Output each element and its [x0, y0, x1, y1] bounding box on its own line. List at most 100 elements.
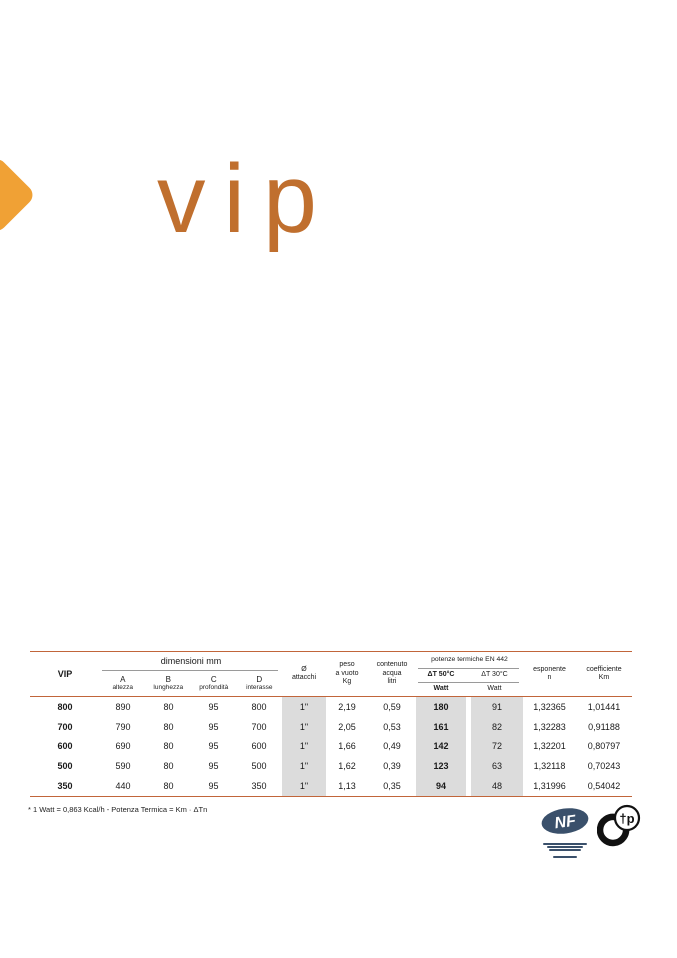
cell-interasse: 500: [251, 761, 267, 772]
col-sublabel: interasse: [246, 684, 273, 692]
header-watt50: Watt: [433, 685, 449, 693]
header-watt30: Watt: [487, 685, 502, 693]
cell-coefficiente: 0,70243: [587, 761, 621, 772]
header-contenuto: contenuto acqua litri: [368, 652, 416, 696]
table-row: 600 690 80 95 600 1" 1,66 0,49 142 72 1,…: [30, 736, 632, 757]
cell-lunghezza: 80: [163, 781, 174, 792]
header-col-d: D interasse: [237, 671, 283, 696]
header-dt50: ΔT 50°C: [427, 670, 455, 678]
attacchi-line2: attacchi: [291, 674, 317, 681]
cell-altezza: 590: [115, 761, 131, 772]
table-row: 350 440 80 95 350 1" 1,13 0,35 94 48 1,3…: [30, 776, 632, 796]
nf-certification-logo: NF: [540, 806, 590, 859]
header-group-dimensioni: dimensioni mm A altezza B lunghezza C pr…: [100, 652, 282, 696]
esponente-line2: n: [547, 674, 552, 681]
header-col-b: B lunghezza: [146, 671, 192, 696]
contenuto-line1: contenuto: [376, 661, 408, 669]
cell-coefficiente: 0,54042: [587, 781, 621, 792]
table-row: 800 890 80 95 800 1" 2,19 0,59 180 91 1,…: [30, 697, 632, 717]
cell-dt30: 48: [471, 776, 523, 796]
cell-profondita: 95: [208, 741, 219, 752]
cell-dt50: 123: [416, 756, 466, 777]
contenuto-line2: acqua: [382, 669, 402, 677]
cell-interasse: 600: [251, 741, 267, 752]
cell-attacchi: 1": [282, 697, 326, 717]
header-col-a: A altezza: [100, 671, 146, 696]
cell-coefficiente: 1,01441: [587, 701, 621, 712]
col-letter: D: [256, 674, 263, 684]
cell-attacchi: 1": [282, 716, 326, 737]
table-body: 800 890 80 95 800 1" 2,19 0,59 180 91 1,…: [30, 697, 632, 797]
peso-line3: Kg: [342, 678, 352, 686]
coefficiente-line2: Km: [598, 674, 610, 681]
deltat-row: ΔT 50°C ΔT 30°C: [416, 669, 523, 682]
header-col-c: C profondità: [191, 671, 237, 696]
nf-certification-text-lines: [540, 843, 590, 858]
cell-profondita: 95: [208, 761, 219, 772]
cell-vip: 500: [57, 761, 73, 772]
cell-contenuto: 0,35: [383, 781, 401, 792]
header-dt30: ΔT 30°C: [481, 670, 508, 678]
table-row: 500 590 80 95 500 1" 1,62 0,39 123 63 1,…: [30, 756, 632, 777]
col-sublabel: lunghezza: [153, 684, 184, 692]
cell-interasse: 700: [251, 721, 267, 732]
cell-peso: 2,19: [338, 701, 356, 712]
cell-lunghezza: 80: [163, 701, 174, 712]
coefficiente-line1: coefficiente: [586, 665, 622, 673]
cell-altezza: 440: [115, 781, 131, 792]
cell-dt30: 91: [471, 697, 523, 717]
cell-contenuto: 0,39: [383, 761, 401, 772]
table-row: 700 790 80 95 700 1" 2,05 0,53 161 82 1,…: [30, 716, 632, 737]
cell-dt50: 161: [416, 716, 466, 737]
cell-altezza: 890: [115, 701, 131, 712]
cell-dt30: 82: [471, 716, 523, 737]
cell-profondita: 95: [208, 721, 219, 732]
cell-dt30: 72: [471, 736, 523, 757]
cell-esponente: 1,31996: [533, 781, 566, 792]
header-esponente: esponente n: [523, 652, 576, 696]
cell-vip: 700: [57, 721, 73, 732]
header-coefficiente: coefficiente Km: [576, 652, 632, 696]
cell-altezza: 790: [115, 721, 131, 732]
contenuto-line3: litri: [387, 678, 397, 686]
cell-lunghezza: 80: [163, 721, 174, 732]
cell-peso: 1,13: [338, 781, 356, 792]
header-peso: peso a vuoto Kg: [326, 652, 368, 696]
cell-vip: 350: [57, 781, 73, 792]
cell-attacchi: 1": [282, 776, 326, 796]
cell-attacchi: 1": [282, 756, 326, 777]
nf-text-line: [543, 843, 587, 845]
cell-dt50: 180: [416, 697, 466, 717]
brand-arrow-icon: [0, 155, 37, 235]
cell-dt50: 94: [416, 776, 466, 796]
cell-esponente: 1,32365: [533, 701, 566, 712]
cell-contenuto: 0,53: [383, 721, 401, 732]
watt-row: Watt Watt: [416, 683, 523, 696]
cell-profondita: 95: [208, 701, 219, 712]
col-sublabel: profondità: [199, 684, 229, 692]
table-header: VIP dimensioni mm A altezza B lunghezza …: [30, 651, 632, 697]
cell-coefficiente: 0,91188: [588, 721, 620, 732]
dimensioni-underline: [102, 670, 278, 671]
footnote: * 1 Watt = 0,863 Kcal/h - Potenza Termic…: [28, 805, 208, 814]
cell-contenuto: 0,49: [383, 741, 401, 752]
cell-peso: 2,05: [338, 721, 356, 732]
deltat-underline: [418, 682, 519, 684]
nf-text-line: [547, 846, 583, 848]
cell-altezza: 690: [115, 741, 131, 752]
cell-esponente: 1,32283: [533, 721, 566, 732]
col-letter: B: [165, 674, 171, 684]
nf-letters: NF: [553, 812, 578, 832]
cell-lunghezza: 80: [163, 761, 174, 772]
header-group-potenze: potenze termiche EN 442 ΔT 50°C ΔT 30°C …: [416, 652, 523, 696]
nf-text-line: [549, 849, 581, 851]
cell-esponente: 1,32118: [533, 761, 566, 772]
dimensioni-subcolumns: A altezza B lunghezza C profondità D int…: [100, 671, 282, 696]
cell-contenuto: 0,59: [383, 701, 401, 712]
nf-oval-icon: NF: [541, 808, 589, 834]
cell-esponente: 1,32201: [533, 741, 566, 752]
header-vip-label: VIP: [57, 668, 73, 679]
cell-coefficiente: 0,80797: [587, 741, 621, 752]
header-attacchi: Ø attacchi: [282, 652, 326, 696]
cell-peso: 1,62: [338, 761, 356, 772]
